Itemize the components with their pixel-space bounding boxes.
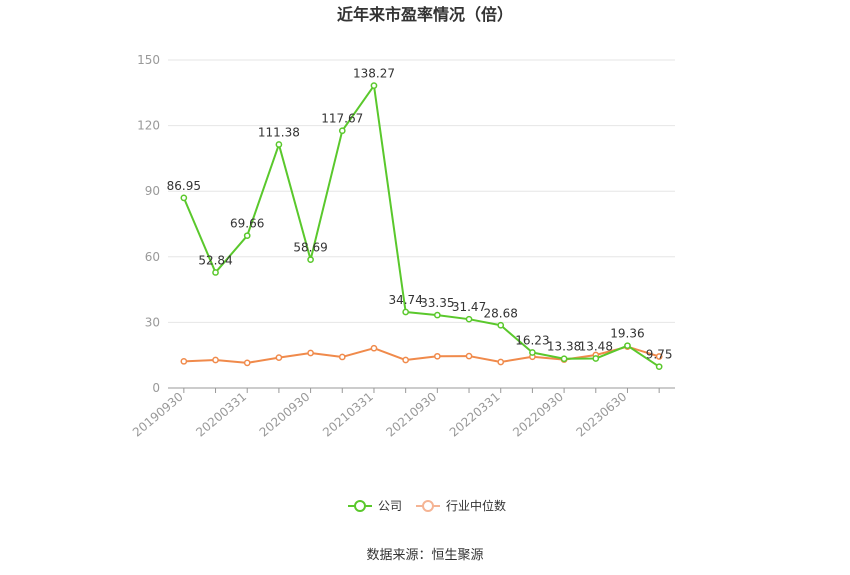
- y-tick-label: 90: [145, 184, 160, 198]
- data-point: [212, 356, 219, 364]
- y-tick-label: 120: [137, 119, 160, 133]
- data-point: [465, 315, 473, 323]
- data-point: [275, 354, 283, 361]
- data-label: 13.48: [579, 340, 613, 354]
- data-label: 34.74: [388, 293, 422, 307]
- data-point: [180, 357, 188, 365]
- data-point: [243, 232, 251, 240]
- data-point: [624, 342, 631, 350]
- x-tick-label: 20220331: [447, 390, 503, 440]
- legend-swatch-marker: [422, 500, 434, 512]
- data-point: [465, 352, 473, 360]
- data-label: 9.75: [646, 348, 673, 362]
- x-tick-label: 20230630: [574, 390, 630, 440]
- y-tick-label: 150: [137, 53, 160, 67]
- data-point: [338, 353, 346, 361]
- source-note: 数据来源：恒生聚源: [366, 548, 483, 563]
- data-point: [180, 194, 188, 202]
- data-point: [370, 344, 378, 352]
- y-tick-label: 60: [145, 250, 160, 264]
- y-tick-label: 30: [145, 315, 160, 329]
- series-line: [182, 84, 660, 368]
- data-label: 86.95: [167, 179, 201, 193]
- legend: 公司 行业中位数: [348, 498, 506, 513]
- data-point: [497, 358, 505, 366]
- data-label: 33.35: [420, 296, 454, 310]
- data-point: [560, 355, 568, 363]
- legend-swatch-marker: [354, 500, 366, 512]
- data-point: [338, 127, 346, 135]
- data-point: [497, 321, 505, 329]
- data-point: [370, 82, 378, 89]
- data-point: [212, 269, 219, 276]
- data-point: [275, 141, 283, 148]
- data-labels: 86.95 52.84 69.66 111.38 58.69 117.67 138.27 34…: [167, 67, 673, 362]
- grid: [168, 59, 675, 323]
- data-point: [402, 356, 410, 364]
- data-point: [307, 349, 314, 357]
- legend-label: 行业中位数: [446, 498, 506, 513]
- data-label: 19.36: [610, 327, 644, 341]
- data-point: [655, 353, 663, 360]
- data-point: [433, 352, 441, 360]
- data-label: 28.68: [484, 306, 518, 320]
- data-point: [433, 311, 441, 319]
- data-point: [592, 355, 600, 362]
- chart-title: 近年来市盈率情况（倍）: [337, 5, 513, 24]
- data-label: 117.67: [321, 112, 363, 126]
- x-tick-label: 20210930: [383, 390, 439, 440]
- data-label: 111.38: [258, 125, 300, 139]
- data-label: 13.38: [547, 340, 581, 354]
- x-tick-label: 20200930: [257, 390, 313, 440]
- y-axis: 0 30 60 90 120 150: [137, 53, 160, 395]
- x-tick-label: 20210331: [320, 390, 376, 440]
- x-axis: 20190930 20200331 20200930 20210331 20210930…: [130, 387, 675, 440]
- data-label: 69.66: [230, 217, 264, 231]
- x-tick-label: 20200331: [193, 390, 249, 440]
- data-point: [307, 256, 314, 264]
- data-label: 16.23: [515, 334, 549, 348]
- legend-label: 公司: [378, 499, 402, 513]
- data-label: 31.47: [452, 300, 486, 314]
- data-point: [402, 308, 410, 316]
- x-tick-label: 20220930: [510, 390, 566, 440]
- data-point: [529, 349, 536, 356]
- data-point: [655, 363, 663, 371]
- data-label: 58.69: [293, 241, 327, 255]
- data-label: 52.84: [198, 253, 232, 267]
- data-point: [243, 359, 251, 367]
- data-label: 138.27: [353, 67, 395, 81]
- x-tick-label: 20190930: [130, 390, 186, 440]
- series-line: [183, 345, 660, 364]
- series-layer: [180, 82, 663, 371]
- y-tick-label: 0: [152, 381, 160, 395]
